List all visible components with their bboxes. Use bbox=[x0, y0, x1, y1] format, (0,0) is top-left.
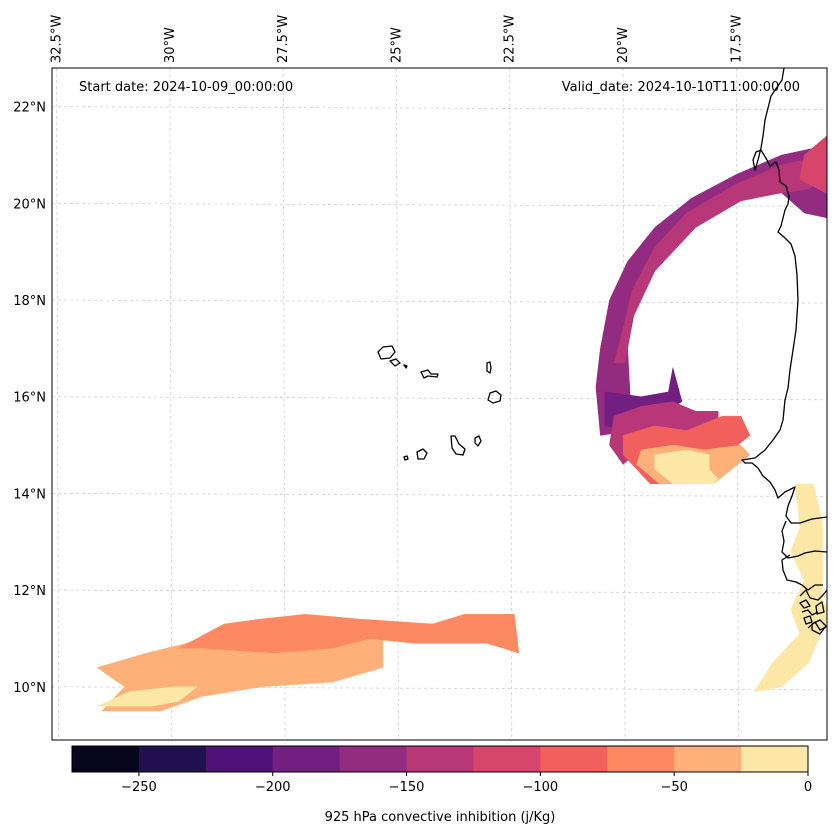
colorbar-swatches bbox=[72, 746, 809, 772]
colorbar-swatch bbox=[473, 746, 541, 772]
lon-tick-label: 17.5°W bbox=[729, 15, 744, 63]
latitude-tick-labels: 22°N 20°N 18°N 16°N 14°N 12°N 10°N bbox=[13, 101, 46, 696]
colorbar-tick-label: −100 bbox=[523, 780, 559, 795]
lat-tick-label: 20°N bbox=[13, 197, 46, 212]
lat-tick-label: 22°N bbox=[13, 101, 46, 116]
lon-tick-label: 32.5°W bbox=[50, 15, 65, 63]
colorbar-swatch bbox=[205, 746, 274, 772]
colorbar-frame bbox=[71, 745, 809, 773]
coastline-mainland bbox=[741, 68, 827, 631]
cin-region-atlantic-band-mid bbox=[178, 614, 520, 654]
colorbar-swatch bbox=[72, 746, 140, 772]
valid-date-label: Valid_date: 2024-10-10T11:00:00.00 bbox=[562, 80, 800, 95]
cin-region-coastal-senegal bbox=[753, 483, 827, 693]
meridian-line bbox=[56, 68, 59, 740]
lon-tick-label: 27.5°W bbox=[276, 15, 291, 63]
island-fogo bbox=[416, 448, 428, 460]
island-santiago bbox=[450, 435, 466, 456]
cin-region-atlantic-band-near-zero bbox=[97, 686, 198, 707]
colorbar-tick-label: 0 bbox=[804, 780, 812, 795]
longitude-tick-labels: 32.5°W 30°W 27.5°W 25°W 22.5°W 20°W 17.5°W bbox=[50, 15, 745, 63]
colorbar-swatch bbox=[741, 746, 809, 772]
map-axes: 32.5°W 30°W 27.5°W 25°W 22.5°W 20°W 17.5°W 22°… bbox=[13, 15, 828, 741]
cin-region-southwest-near-zero bbox=[654, 449, 719, 485]
map-frame bbox=[51, 67, 828, 741]
lon-tick-label: 22.5°W bbox=[503, 15, 518, 63]
cin-region-northern-arc-east-core bbox=[799, 135, 827, 194]
cin-field bbox=[96, 135, 827, 712]
colorbar-swatch bbox=[339, 746, 408, 772]
colorbar-swatch bbox=[272, 746, 341, 772]
colorbar-swatch bbox=[138, 746, 207, 772]
island-brava bbox=[403, 455, 409, 461]
island-sal bbox=[486, 361, 492, 374]
meridian-line bbox=[735, 68, 739, 740]
start-date-label: Start date: 2024-10-09_00:00:00 bbox=[79, 80, 293, 95]
lon-tick-label: 25°W bbox=[389, 27, 404, 63]
colorbar-tick-label: −200 bbox=[255, 780, 291, 795]
colorbar-swatch bbox=[607, 746, 675, 772]
lat-tick-label: 14°N bbox=[13, 487, 46, 502]
colorbar-swatch bbox=[406, 746, 474, 772]
colorbar-swatch bbox=[674, 746, 742, 772]
colorbar-tick-label: −150 bbox=[389, 780, 425, 795]
colorbar-label: 925 hPa convective inhibition (j/Kg) bbox=[325, 810, 556, 825]
island-sao-nicolau bbox=[420, 369, 439, 379]
meridian-line bbox=[169, 68, 173, 740]
island-santo-antao bbox=[377, 345, 396, 360]
lon-tick-label: 20°W bbox=[616, 27, 631, 63]
island-maio bbox=[474, 435, 482, 447]
colorbar-swatch bbox=[540, 746, 608, 772]
colorbar-tick-label: −250 bbox=[121, 780, 157, 795]
coastline-bijagos bbox=[799, 599, 827, 635]
lat-tick-label: 18°N bbox=[13, 294, 46, 309]
island-boa-vista bbox=[487, 390, 502, 404]
lat-tick-label: 12°N bbox=[13, 584, 46, 599]
island-sao-vicente bbox=[389, 358, 401, 367]
island-santa-luzia bbox=[403, 364, 408, 369]
colorbar-tick-label: −50 bbox=[660, 780, 687, 795]
lat-tick-label: 10°N bbox=[13, 681, 46, 696]
colorbar: −250 −200 −150 −100 −50 0 925 hPa convective … bbox=[71, 745, 812, 825]
lat-tick-label: 16°N bbox=[13, 391, 46, 406]
lon-tick-label: 30°W bbox=[163, 27, 178, 63]
colorbar-ticks: −250 −200 −150 −100 −50 0 bbox=[121, 772, 812, 795]
coastlines bbox=[377, 68, 827, 635]
